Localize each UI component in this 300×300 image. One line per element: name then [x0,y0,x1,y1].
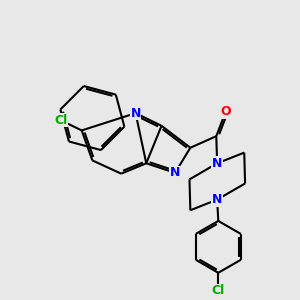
Text: O: O [220,105,231,118]
Text: N: N [170,166,180,179]
Text: N: N [130,106,141,120]
Text: Cl: Cl [54,114,68,127]
Text: Cl: Cl [212,284,225,297]
Text: N: N [212,157,222,170]
Text: N: N [212,193,222,206]
